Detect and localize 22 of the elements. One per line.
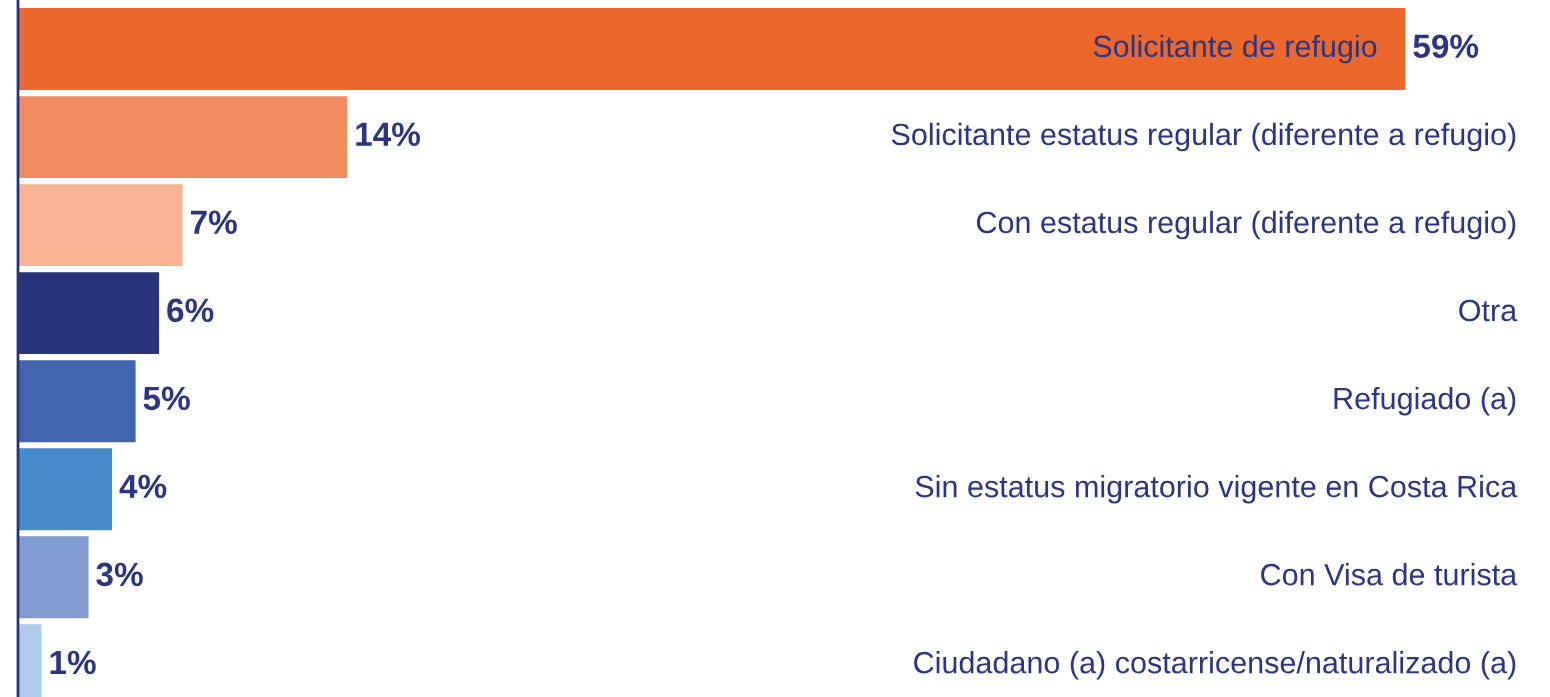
data-label: 5% <box>143 386 190 411</box>
bar <box>18 184 183 267</box>
bar <box>18 8 1406 90</box>
data-label: 14% <box>356 122 420 146</box>
y-tick-label: Solicitante de refugio <box>1093 34 1377 64</box>
data-label: 3% <box>96 562 143 587</box>
y-tick-label: Otra <box>1459 299 1518 322</box>
data-label: 1% <box>50 650 96 675</box>
y-tick-label: Con Visa de turista <box>1261 563 1518 586</box>
y-tick-label: Ciudadano (a) costarricense/naturalizado (a) <box>914 651 1516 680</box>
y-tick-label: Refugiado (a) <box>1334 386 1516 416</box>
bar <box>18 536 89 619</box>
y-tick-label: Sin estatus migratorio vigente en Costa Rica <box>915 474 1518 504</box>
data-label: 7% <box>190 210 237 234</box>
bar <box>18 96 348 179</box>
bar <box>18 448 113 531</box>
data-label: 4% <box>119 474 167 499</box>
y-tick-label: Solicitante estatus regular (diferente a refugio) <box>891 122 1516 152</box>
data-label: 59% <box>1413 34 1479 58</box>
y-tick-label: Con estatus regular (diferente a refugio) <box>976 210 1516 240</box>
bar <box>18 360 136 443</box>
data-label: 6% <box>167 298 214 323</box>
